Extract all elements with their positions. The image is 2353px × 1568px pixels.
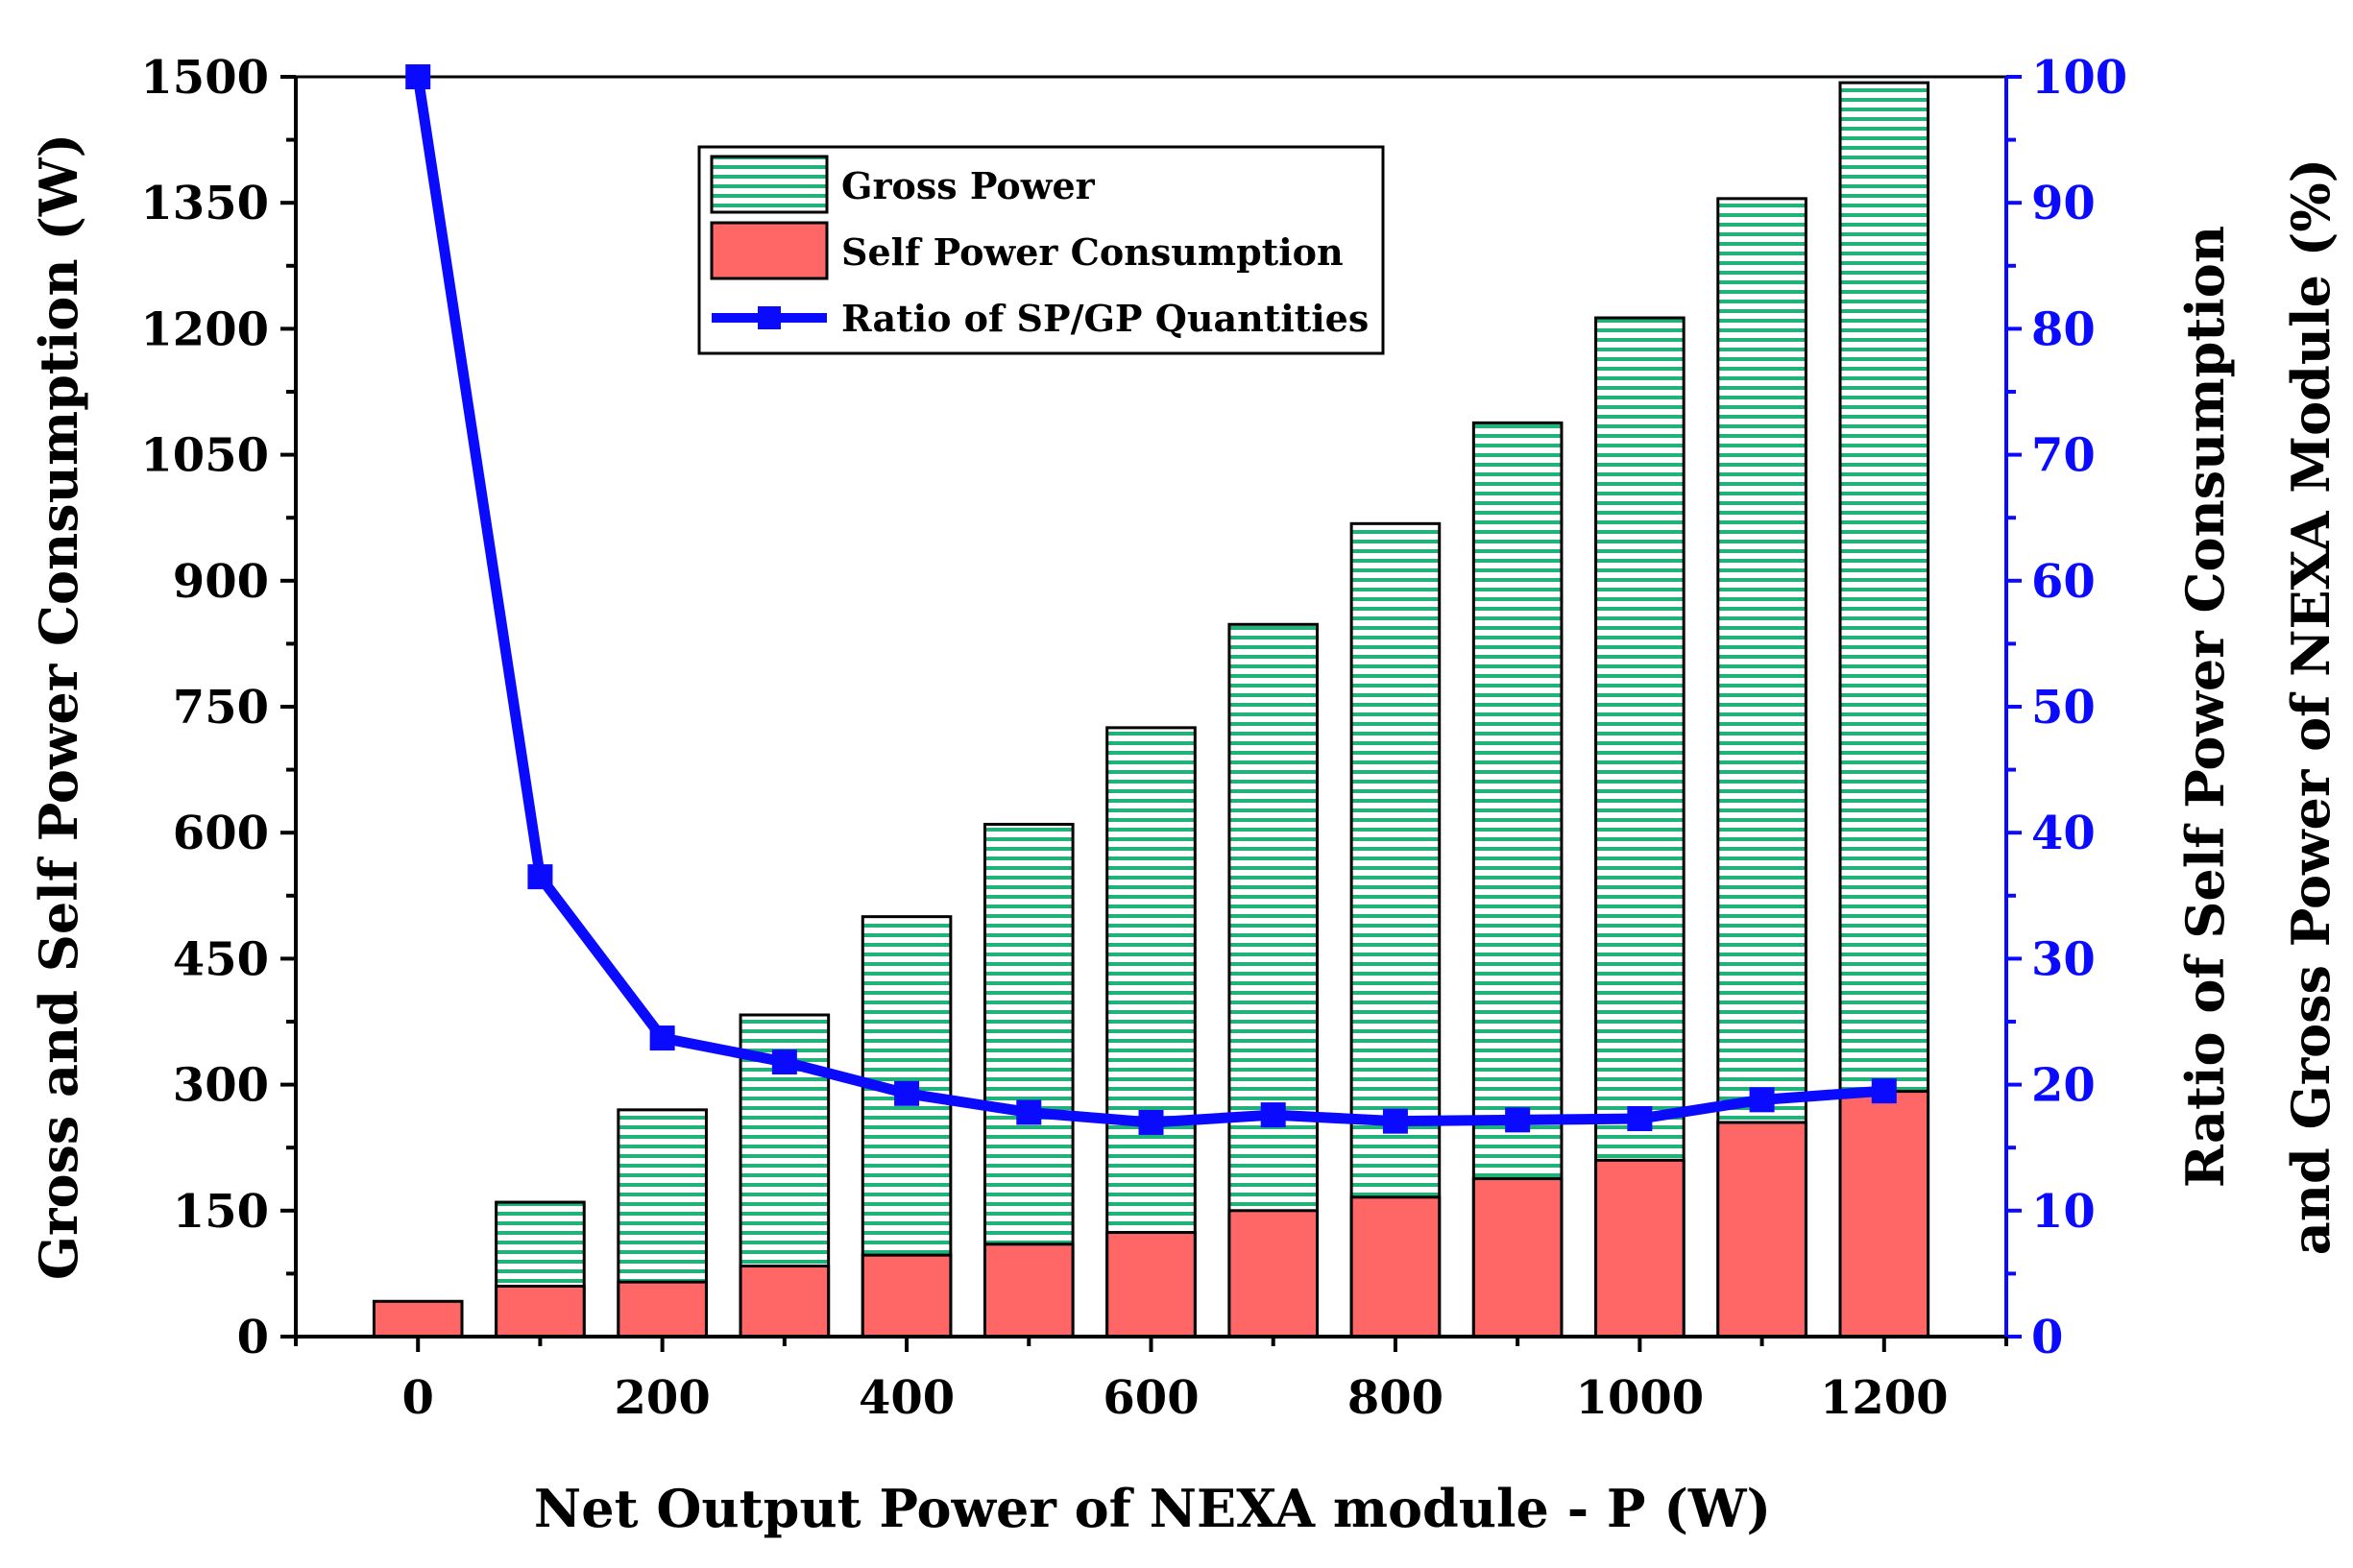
y-left-tick-label: 450 [173, 932, 269, 986]
ratio-marker-100 [527, 864, 553, 890]
y-right-tick-label: 70 [2031, 429, 2096, 483]
ratio-marker-0 [405, 64, 431, 89]
y-ticks-right: 0 10 20 30 40 50 60 70 80 90 100 [2006, 51, 2127, 1364]
legend-swatch-self [710, 221, 829, 280]
y-axis-right-title-line1: Ratio of Self Power Consumption [2174, 226, 2236, 1188]
y-left-tick-label: 750 [173, 681, 269, 735]
ratio-line-series [405, 64, 1897, 1135]
y-right-tick-label: 30 [2031, 932, 2096, 986]
y-axis-right-title-line2: and Gross Power of NEXA Module (%) [2280, 158, 2341, 1255]
y-right-tick-label: 0 [2031, 1311, 2063, 1364]
x-axis-title: Net Output Power of NEXA module - P (W) [534, 1478, 1771, 1539]
y-left-tick-label: 1200 [140, 302, 269, 356]
ratio-marker-200 [649, 1025, 675, 1051]
ratio-marker-700 [1260, 1102, 1286, 1128]
legend-label-ratio: Ratio of SP/GP Quantities [841, 297, 1369, 340]
y-left-tick-label: 0 [237, 1311, 269, 1364]
y-left-tick-label: 600 [173, 807, 269, 860]
y-right-tick-label: 60 [2031, 555, 2096, 609]
ratio-marker-500 [1016, 1099, 1042, 1125]
legend-label-self: Self Power Consumption [841, 230, 1344, 274]
y-right-tick-label: 40 [2031, 807, 2096, 860]
self-bar-100 [495, 1285, 586, 1339]
self-bar-200 [617, 1280, 708, 1339]
y-ticks-left: 0 150 300 450 600 750 900 1050 1200 1350 1500 [140, 51, 296, 1364]
self-bar-1200 [1838, 1090, 1930, 1339]
legend-label-gross: Gross Power [841, 164, 1096, 207]
self-bar-500 [982, 1242, 1075, 1339]
x-tick-label: 600 [1103, 1371, 1199, 1425]
y-left-tick-label: 1500 [140, 51, 269, 105]
x-tick-label: 1200 [1820, 1371, 1949, 1425]
x-ticks: 0 200 400 600 800 1000 1200 [294, 1337, 2008, 1425]
self-bar-400 [861, 1253, 953, 1339]
y-left-tick-label: 1050 [140, 429, 269, 483]
y-left-tick-label: 300 [173, 1059, 269, 1113]
ratio-marker-300 [771, 1049, 797, 1074]
y-right-tick-label: 100 [2031, 51, 2127, 105]
y-right-tick-label: 90 [2031, 177, 2096, 230]
legend-swatch-ratio-marker [758, 306, 781, 329]
x-tick-label: 400 [859, 1371, 955, 1425]
y-right-tick-label: 80 [2031, 302, 2096, 356]
legend: Gross Power Self Power Consumption Ratio… [697, 145, 1385, 355]
self-bar-1000 [1594, 1158, 1686, 1339]
self-bar-800 [1349, 1195, 1442, 1339]
self-bar-300 [739, 1265, 831, 1339]
x-tick-label: 0 [402, 1371, 434, 1425]
self-bar-900 [1471, 1177, 1564, 1339]
self-bar-0 [372, 1299, 464, 1339]
self-power-bars [372, 1090, 1930, 1339]
y-left-tick-label: 150 [173, 1185, 269, 1239]
self-bar-600 [1105, 1231, 1197, 1339]
y-axis-left-title: Gross and Self Power Consumption (W) [28, 133, 89, 1280]
ratio-marker-1100 [1749, 1087, 1775, 1113]
self-bar-700 [1227, 1209, 1320, 1339]
ratio-marker-1200 [1871, 1078, 1897, 1104]
x-tick-label: 1000 [1576, 1371, 1705, 1425]
y-left-tick-label: 900 [173, 555, 269, 609]
x-tick-label: 200 [615, 1371, 711, 1425]
ratio-marker-600 [1138, 1109, 1164, 1135]
y-left-tick-label: 1350 [140, 177, 269, 230]
x-tick-label: 800 [1347, 1371, 1443, 1425]
y-right-tick-label: 20 [2031, 1059, 2096, 1113]
ratio-marker-900 [1505, 1107, 1531, 1133]
y-right-tick-label: 10 [2031, 1185, 2096, 1239]
ratio-marker-1000 [1627, 1106, 1653, 1132]
self-bar-1100 [1716, 1121, 1807, 1339]
legend-swatch-gross [710, 155, 829, 214]
ratio-marker-800 [1382, 1108, 1408, 1134]
ratio-marker-400 [894, 1080, 920, 1106]
y-right-tick-label: 50 [2031, 681, 2096, 735]
